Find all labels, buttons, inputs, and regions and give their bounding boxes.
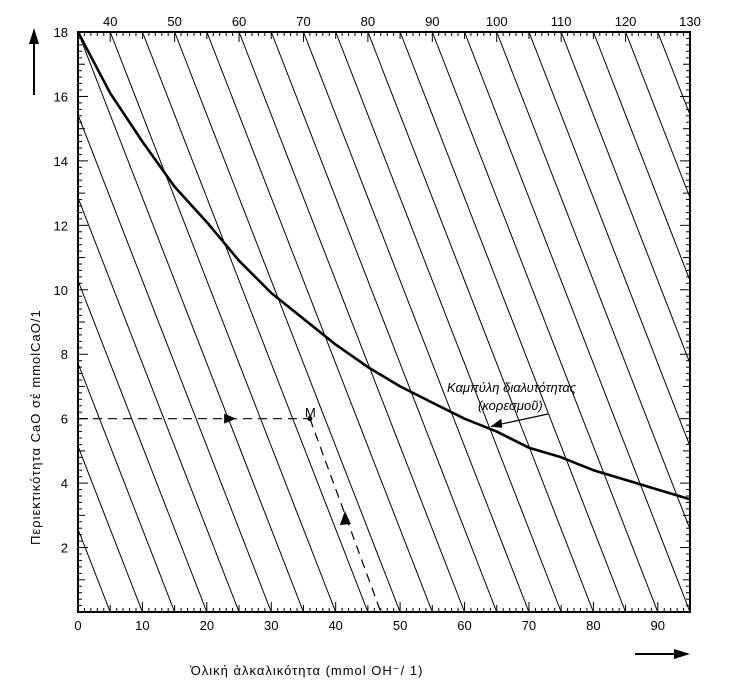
diagonal-line	[689, 32, 690, 34]
top-tick-label: 70	[296, 14, 310, 29]
dashed-arrow-right-icon	[224, 413, 237, 424]
diagonal-line	[592, 32, 690, 282]
diagonal-line	[78, 362, 176, 612]
point-m-label: M	[305, 405, 316, 420]
top-tick-label: 40	[103, 14, 117, 29]
diagonal-line	[431, 32, 659, 612]
x-tick-label: 80	[586, 618, 600, 633]
dashed-arrow-up-icon	[339, 511, 351, 525]
curve-leader-arrow-icon	[490, 418, 503, 428]
y-tick-label: 14	[54, 154, 68, 169]
y-tick-label: 8	[61, 347, 68, 362]
diagonal-line	[335, 32, 562, 612]
dashed-down-line	[309, 418, 382, 613]
diagonal-line	[78, 32, 304, 612]
top-tick-label: 120	[615, 14, 637, 29]
diagonal-line	[109, 32, 337, 612]
diagonal-line	[560, 32, 690, 365]
diagonal-line	[367, 32, 594, 612]
y-tick-label: 18	[54, 25, 68, 40]
top-tick-label: 50	[167, 14, 181, 29]
curve-label-line2: (κορεσμοῦ)	[478, 398, 543, 413]
diagonal-line	[399, 32, 627, 612]
curve-label-leader	[498, 413, 549, 426]
axis-arrows	[29, 28, 690, 659]
diagonal-line	[625, 32, 690, 200]
diagonal-line	[657, 32, 690, 117]
x-tick-label: 70	[522, 618, 536, 633]
diagonal-line	[78, 279, 208, 612]
diagonal-line	[174, 32, 401, 612]
diagonal-line	[464, 32, 690, 612]
x-tick-label: 10	[135, 618, 149, 633]
solubility-curve	[78, 32, 690, 501]
dashed-path-layer	[78, 413, 382, 613]
x-tick-label: 0	[74, 618, 81, 633]
y-axis-arrow-head-icon	[29, 28, 39, 44]
point-m-marker	[307, 416, 313, 422]
top-tick-label: 80	[361, 14, 375, 29]
x-tick-label: 30	[264, 618, 278, 633]
top-tick-label: 90	[425, 14, 439, 29]
top-tick-label: 130	[679, 14, 701, 29]
top-tick-label: 110	[551, 14, 572, 29]
diagonal-line	[206, 32, 433, 612]
solubility-curve-layer	[78, 32, 690, 501]
x-axis-arrow-head-icon	[674, 649, 690, 659]
y-tick-label: 6	[61, 412, 68, 427]
x-tick-label: 40	[328, 618, 342, 633]
x-axis-title: Ὁλική ἀλκαλικότητα (mmol OH⁻/ 1)	[190, 663, 423, 678]
y-axis-title: Περιεκτικότητα CaO σέ mmolCaO/1	[28, 309, 43, 545]
x-tick-label: 50	[393, 618, 407, 633]
diagonal-line	[78, 196, 240, 612]
x-tick-label: 60	[457, 618, 471, 633]
x-tick-labels: 0 10 20 30 40 50 60 70 80 90	[74, 618, 665, 633]
y-tick-labels: 2 4 6 8 10 12 14 16 18	[54, 25, 68, 556]
tick-marks	[77, 31, 691, 613]
diagonal-lines	[78, 32, 690, 612]
diagonal-line	[303, 32, 530, 612]
y-tick-label: 4	[61, 476, 68, 491]
top-tick-label: 60	[232, 14, 246, 29]
top-axis-tick-labels: 40 50 60 70 80 90 100 110 120 130	[103, 14, 701, 29]
x-tick-label: 20	[200, 618, 214, 633]
top-tick-label: 100	[486, 14, 508, 29]
diagonal-line	[238, 32, 465, 612]
y-tick-label: 2	[61, 541, 68, 556]
y-tick-label: 16	[54, 89, 68, 104]
curve-label-line1: Καμπύλη διαλυτότητας	[447, 380, 577, 395]
x-tick-label: 90	[651, 618, 665, 633]
diagonal-line	[270, 32, 498, 612]
diagonal-line	[78, 444, 143, 612]
diagonal-line	[528, 32, 690, 448]
y-tick-label: 10	[54, 283, 68, 298]
diagonal-line	[141, 32, 369, 612]
y-tick-label: 12	[54, 218, 68, 233]
